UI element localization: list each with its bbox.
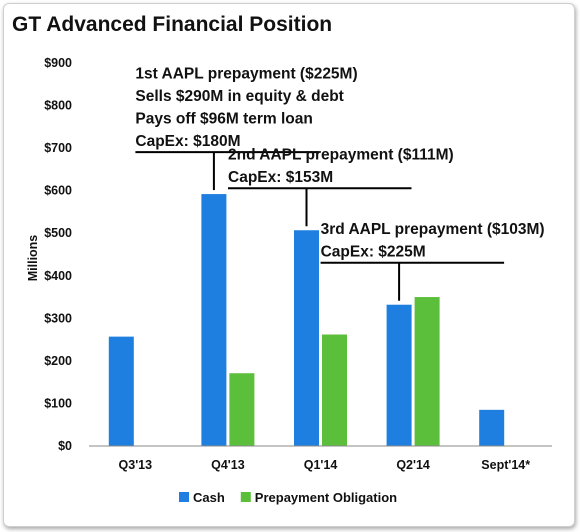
y-axis-label: Millions [26,235,40,282]
x-tick-label: Q3'13 [119,458,153,472]
y-tick-label: $400 [44,269,72,283]
cash-bar [386,304,412,446]
x-tick-label: Sept'14* [481,458,530,472]
y-tick-label: $200 [44,354,72,368]
annotation-text: 1st AAPL prepayment ($225M) [135,66,357,83]
legend-label: Cash [193,490,225,505]
chart-title: GT Advanced Financial Position [12,13,332,36]
y-tick-label: $300 [44,311,72,325]
annotation-text: Pays off $96M term loan [135,111,312,128]
y-tick-label: $500 [44,226,72,240]
prepayment-bar [414,297,440,446]
annotation-text: CapEx: $153M [228,169,333,186]
x-tick-label: Q1'14 [304,458,338,472]
cash-bar [201,194,227,446]
prepayment-bar [229,373,255,446]
y-tick-label: $100 [44,396,72,410]
x-tick-label: Q4'13 [211,458,245,472]
cash-bar [479,409,505,446]
legend-swatch [179,492,189,502]
y-tick-label: $0 [58,439,72,453]
y-tick-label: $700 [44,141,72,155]
legend-label: Prepayment Obligation [255,490,397,505]
annotation-text: Sells $290M in equity & debt [135,88,343,105]
annotation-text: CapEx: $180M [135,133,240,150]
y-tick-label: $800 [44,99,72,113]
y-tick-label: $900 [44,56,72,70]
x-tick-label: Q2'14 [396,458,430,472]
cash-bar [294,230,319,446]
prepayment-bar [322,334,347,446]
annotation-text: 2nd AAPL prepayment ($111M) [228,147,454,164]
y-tick-label: $600 [44,184,72,198]
cash-bar [108,336,134,446]
annotation-text: CapEx: $225M [321,244,426,261]
legend-swatch [240,492,251,502]
annotation-text: 3rd AAPL prepayment ($103M) [321,221,545,238]
